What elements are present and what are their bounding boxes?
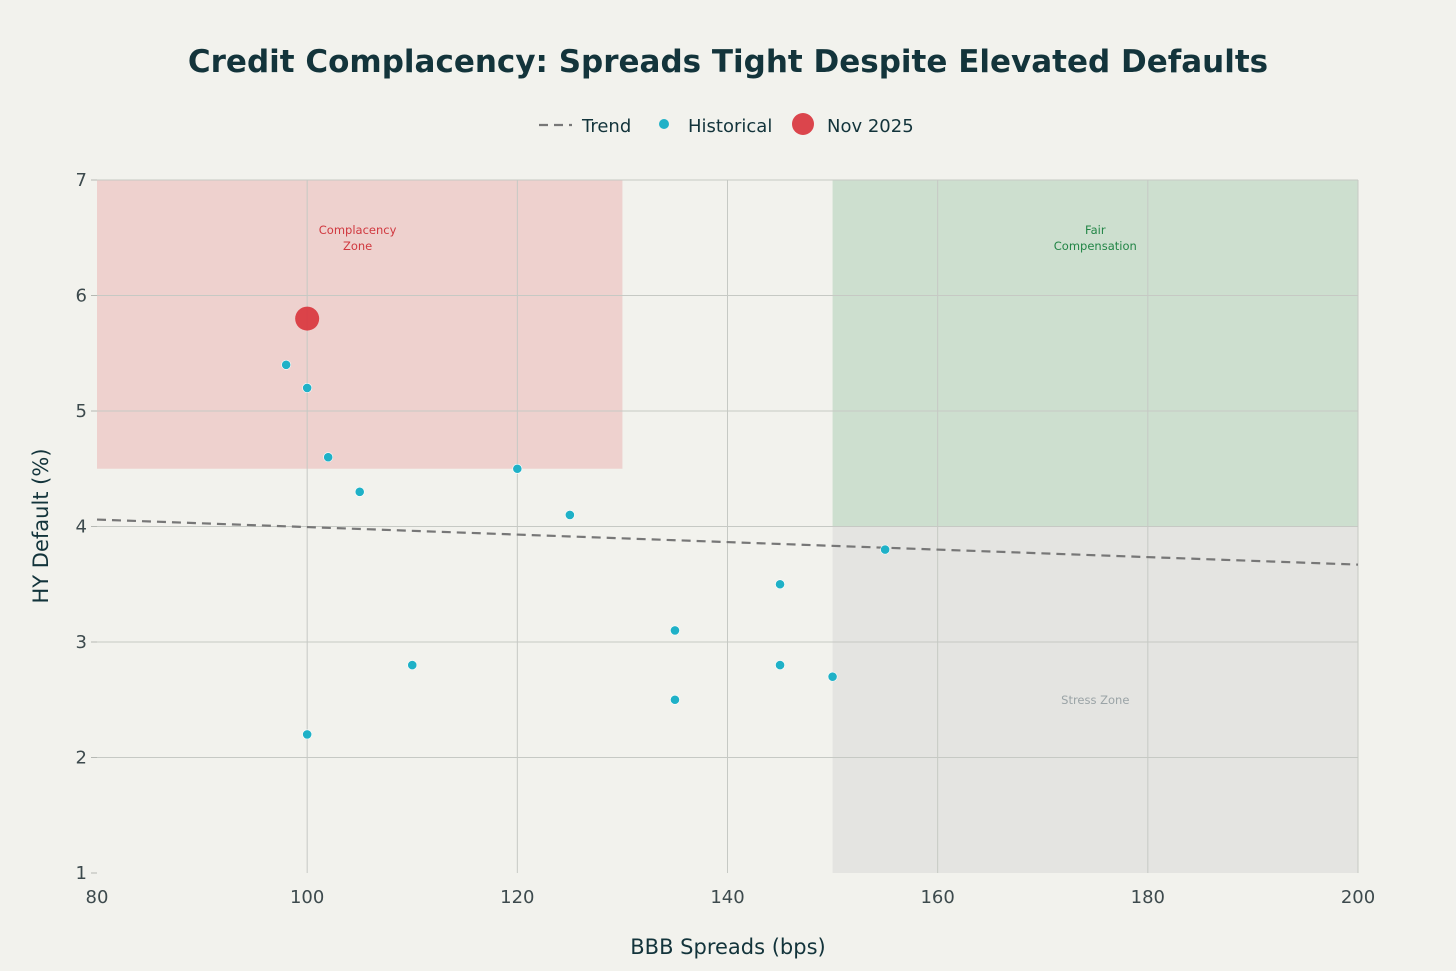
legend-nov2025-label: Nov 2025 [827, 116, 914, 137]
chart-title: Credit Complacency: Spreads Tight Despit… [188, 44, 1268, 80]
y-tick-label: 7 [76, 170, 87, 191]
historical-point [407, 660, 418, 670]
historical-point [880, 544, 891, 555]
y-tick-label: 6 [76, 286, 87, 307]
zone-labels-layer: Complacency Zone Fair Compensation Stress Zo… [319, 223, 1137, 707]
legend-trend-label: Trend [581, 116, 631, 137]
historical-point [512, 463, 523, 474]
y-tick-label: 4 [76, 517, 87, 538]
legend: Trend Historical Nov 2025 [539, 113, 914, 137]
historical-point [302, 382, 313, 393]
historical-point [354, 486, 365, 497]
historical-point [670, 625, 680, 636]
x-axis-title: BBB Spreads (bps) [630, 935, 825, 959]
historical-point [281, 359, 292, 370]
x-tick-label: 100 [290, 887, 324, 908]
x-tick-label: 180 [1131, 887, 1165, 908]
y-axis-title: HY Default (%) [29, 448, 53, 603]
historical-point [775, 579, 785, 590]
zone-label-2: Stress Zone [1061, 693, 1129, 707]
historical-point [670, 694, 680, 705]
zone-label-1: Compensation [1054, 239, 1137, 253]
legend-nov2025-swatch [792, 113, 814, 135]
x-tick-label: 140 [710, 887, 744, 908]
x-tick-label: 120 [500, 887, 534, 908]
y-tick-label: 1 [76, 863, 87, 884]
y-tick-label: 3 [76, 632, 87, 653]
x-tick-label: 160 [920, 887, 954, 908]
x-tick-label: 80 [86, 887, 109, 908]
zone-label-1: Fair [1085, 223, 1106, 237]
trend-line [96, 518, 1359, 566]
legend-historical-label: Historical [688, 116, 772, 137]
zone-label-0: Complacency [319, 223, 397, 237]
zone-2 [832, 526, 1358, 873]
points-layer [281, 306, 891, 740]
legend-historical-swatch [659, 119, 669, 129]
zones-layer [97, 180, 1358, 873]
y-tick-label: 5 [76, 401, 87, 422]
historical-point [564, 510, 575, 520]
ticks-layer: 80 100 120 140 160 180 200 1 2 3 4 5 6 7 [76, 170, 1376, 908]
zone-1 [832, 180, 1358, 527]
historical-point [775, 660, 785, 670]
trend-layer [96, 518, 1359, 566]
y-tick-label: 2 [76, 748, 87, 769]
historical-point [323, 452, 334, 463]
nov-2025-point [295, 306, 320, 331]
historical-point [302, 729, 313, 740]
historical-point [827, 671, 838, 682]
x-tick-label: 200 [1341, 887, 1375, 908]
zone-label-0: Zone [343, 239, 372, 253]
grid-layer [97, 179, 1359, 873]
zone-0 [97, 180, 623, 469]
